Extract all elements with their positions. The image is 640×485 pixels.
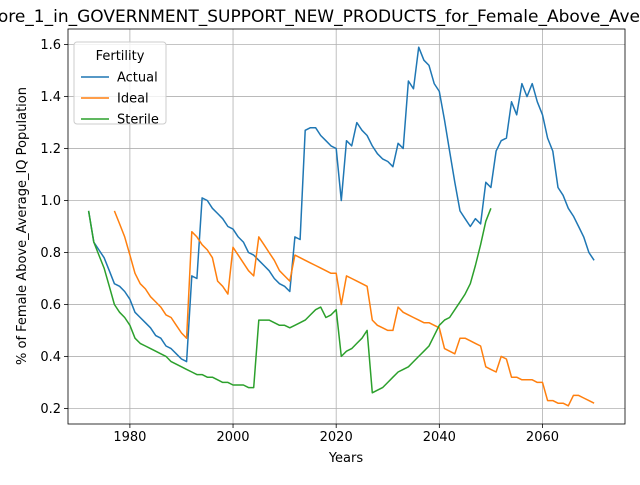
x-axis-label: Years xyxy=(328,451,364,466)
legend-title: Fertility xyxy=(96,49,145,64)
series-line-actual xyxy=(87,46,595,363)
series-line-sterile xyxy=(87,208,492,394)
series-lines xyxy=(87,46,595,407)
y-tick-label: 0.2 xyxy=(40,402,61,417)
y-axis-label: % of Female Above_Average_IQ Population xyxy=(15,87,30,365)
axes-frame xyxy=(67,28,626,425)
chart-title: core_1_in_GOVERNMENT_SUPPORT_NEW_PRODUCT… xyxy=(0,7,640,27)
axis-ticks: 1980 2000 2020 2040 2060 0.2 0.4 0.6 0.8 1.0 1.2 1.… xyxy=(40,38,559,445)
x-tick-label: 1980 xyxy=(113,430,146,445)
legend-label-ideal: Ideal xyxy=(117,92,149,107)
series-line-ideal xyxy=(113,210,595,407)
x-tick-label: 2020 xyxy=(320,430,353,445)
legend: Fertility Actual Ideal Sterile xyxy=(73,41,167,128)
x-tick-label: 2040 xyxy=(423,430,456,445)
legend-box xyxy=(73,41,167,125)
legend-label-actual: Actual xyxy=(117,71,158,86)
y-tick-label: 0.6 xyxy=(40,298,61,313)
y-tick-label: 1.6 xyxy=(40,38,61,53)
x-tick-label: 2060 xyxy=(526,430,559,445)
y-tick-label: 1.4 xyxy=(40,90,61,105)
legend-label-sterile: Sterile xyxy=(117,113,159,128)
y-tick-label: 0.4 xyxy=(40,350,61,365)
y-tick-label: 1.0 xyxy=(40,194,61,209)
legend-items: Actual Ideal Sterile xyxy=(81,71,159,128)
y-tick-label: 0.8 xyxy=(40,246,61,261)
x-tick-label: 2000 xyxy=(216,430,249,445)
y-tick-label: 1.2 xyxy=(40,142,61,157)
